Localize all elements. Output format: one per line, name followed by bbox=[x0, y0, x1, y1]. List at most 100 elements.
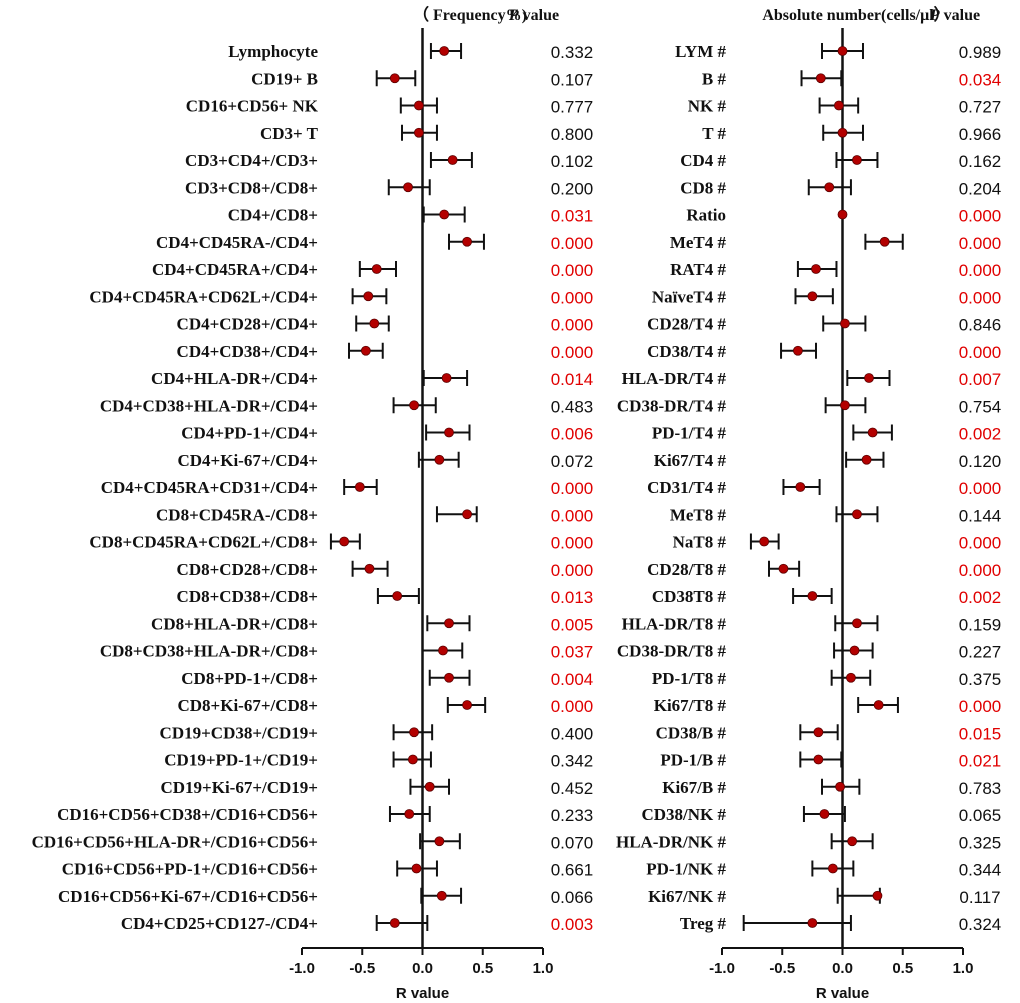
absolute-p-value: 0.754 bbox=[959, 397, 1002, 416]
frequency-p-value: 0.107 bbox=[551, 70, 594, 89]
absolute-panel-title: Absolute number(cells/μl） bbox=[762, 6, 949, 24]
absolute-row-label: CD38T8 # bbox=[652, 587, 727, 606]
absolute-x-tick-label: 0.5 bbox=[892, 960, 913, 977]
frequency-p-value: 0.483 bbox=[551, 397, 594, 416]
frequency-p-value: 0.200 bbox=[551, 179, 594, 198]
frequency-p-value: 0.400 bbox=[551, 724, 594, 743]
absolute-point-estimate bbox=[847, 836, 858, 847]
absolute-p-value: 0.727 bbox=[959, 98, 1002, 117]
absolute-p-value: 0.007 bbox=[959, 370, 1002, 389]
absolute-point-estimate bbox=[837, 209, 848, 220]
absolute-row-label: PD-1/T8 # bbox=[652, 669, 727, 688]
absolute-row-label: CD38-DR/T4 # bbox=[617, 396, 727, 415]
frequency-p-value: 0.000 bbox=[551, 261, 594, 280]
frequency-p-value: 0.233 bbox=[551, 806, 594, 825]
absolute-point-estimate bbox=[815, 73, 826, 84]
frequency-row-label: CD8+CD28+/CD8+ bbox=[177, 560, 318, 579]
frequency-point-estimate bbox=[444, 427, 454, 438]
frequency-point-estimate bbox=[363, 291, 374, 302]
frequency-point-estimate bbox=[444, 672, 454, 683]
absolute-point-estimate bbox=[879, 236, 890, 247]
absolute-p-value: 0.159 bbox=[959, 615, 1002, 634]
absolute-p-value: 0.015 bbox=[959, 724, 1002, 743]
frequency-row-label: CD8+Ki-67+/CD8+ bbox=[178, 696, 319, 715]
frequency-x-tick-label: 1.0 bbox=[533, 960, 554, 977]
frequency-p-value: 0.072 bbox=[551, 452, 594, 471]
absolute-row-label: CD28/T8 # bbox=[647, 560, 726, 579]
frequency-p-value: 0.004 bbox=[551, 670, 594, 689]
frequency-row-label: Lymphocyte bbox=[228, 42, 318, 61]
absolute-row-label: Ki67/T8 # bbox=[654, 696, 727, 715]
absolute-row-label: CD31/T4 # bbox=[647, 478, 726, 497]
frequency-x-tick-label: -1.0 bbox=[289, 960, 315, 977]
frequency-p-value: 0.000 bbox=[551, 316, 594, 335]
frequency-point-estimate bbox=[444, 618, 454, 629]
frequency-row-label: CD8+CD38+/CD8+ bbox=[177, 587, 318, 606]
absolute-point-estimate bbox=[759, 536, 770, 547]
absolute-row-label: Ki67/B # bbox=[662, 778, 726, 797]
frequency-p-value: 0.342 bbox=[551, 752, 594, 771]
frequency-point-estimate bbox=[409, 727, 419, 738]
frequency-point-estimate bbox=[389, 73, 400, 84]
frequency-p-value: 0.037 bbox=[551, 643, 594, 662]
frequency-point-estimate bbox=[409, 400, 419, 411]
absolute-row-label: CD28/T4 # bbox=[647, 315, 726, 334]
frequency-p-value: 0.000 bbox=[551, 479, 594, 498]
absolute-x-tick-label: 0.0 bbox=[832, 960, 853, 977]
absolute-p-value: 0.065 bbox=[959, 806, 1002, 825]
absolute-row-label: CD38/B # bbox=[656, 723, 727, 742]
absolute-point-estimate bbox=[793, 345, 803, 356]
frequency-row-label: CD19+PD-1+/CD19+ bbox=[164, 751, 318, 770]
absolute-p-value: 0.966 bbox=[959, 125, 1002, 144]
frequency-point-estimate bbox=[371, 264, 382, 274]
absolute-p-value: 0.000 bbox=[959, 207, 1002, 226]
absolute-p-value: 0.021 bbox=[959, 752, 1002, 771]
absolute-row-label: B # bbox=[702, 69, 727, 88]
absolute-row-label: HLA-DR/NK # bbox=[616, 832, 727, 851]
absolute-row-label: RAT4 # bbox=[670, 260, 726, 279]
frequency-row-label: CD19+ B bbox=[251, 69, 318, 88]
frequency-x-tick-label: 0.5 bbox=[472, 960, 493, 977]
frequency-point-estimate bbox=[369, 318, 380, 329]
frequency-point-estimate bbox=[462, 236, 472, 247]
frequency-p-value: 0.000 bbox=[551, 534, 594, 553]
absolute-x-tick-label: -1.0 bbox=[709, 960, 735, 977]
absolute-row-label: MeT4 # bbox=[670, 233, 727, 252]
absolute-row-label: Ki67/NK # bbox=[648, 887, 726, 906]
frequency-p-value: 0.332 bbox=[551, 43, 594, 62]
absolute-point-estimate bbox=[864, 373, 874, 383]
frequency-row-label: CD8+CD45RA+CD62L+/CD8+ bbox=[89, 533, 318, 552]
absolute-point-estimate bbox=[873, 700, 884, 710]
absolute-point-estimate bbox=[840, 318, 850, 329]
frequency-row-label: CD16+CD56+Ki-67+/CD16+CD56+ bbox=[58, 887, 318, 906]
frequency-point-estimate bbox=[360, 345, 371, 356]
frequency-row-label: CD8+CD45RA-/CD8+ bbox=[156, 505, 318, 524]
absolute-point-estimate bbox=[778, 563, 789, 574]
frequency-row-label: CD4+/CD8+ bbox=[228, 206, 318, 225]
frequency-p-value: 0.000 bbox=[551, 288, 594, 307]
frequency-p-value: 0.014 bbox=[551, 370, 594, 389]
frequency-point-estimate bbox=[447, 155, 458, 165]
frequency-p-value: 0.000 bbox=[551, 234, 594, 253]
absolute-p-value: 0.324 bbox=[959, 915, 1002, 934]
absolute-p-value: 0.204 bbox=[959, 179, 1002, 198]
frequency-p-value: 0.661 bbox=[551, 861, 594, 880]
frequency-x-tick-label: 0.0 bbox=[412, 960, 433, 977]
frequency-point-estimate bbox=[462, 700, 472, 710]
frequency-row-label: CD16+CD56+ NK bbox=[186, 97, 319, 116]
frequency-point-estimate bbox=[434, 836, 445, 847]
frequency-point-estimate bbox=[434, 454, 445, 465]
frequency-p-value: 0.800 bbox=[551, 125, 594, 144]
frequency-point-estimate bbox=[339, 536, 350, 547]
frequency-pvalue-header: P value bbox=[508, 7, 559, 24]
frequency-point-estimate bbox=[439, 46, 450, 56]
absolute-point-estimate bbox=[835, 781, 845, 792]
frequency-row-label: CD16+CD56+HLA-DR+/CD16+CD56+ bbox=[32, 832, 318, 851]
absolute-row-label: HLA-DR/T4 # bbox=[622, 369, 727, 388]
absolute-p-value: 0.002 bbox=[959, 588, 1002, 607]
frequency-point-estimate bbox=[462, 509, 472, 520]
frequency-p-value: 0.003 bbox=[551, 915, 594, 934]
absolute-point-estimate bbox=[852, 155, 862, 165]
frequency-row-label: CD3+CD8+/CD8+ bbox=[185, 178, 318, 197]
absolute-point-estimate bbox=[837, 127, 848, 138]
